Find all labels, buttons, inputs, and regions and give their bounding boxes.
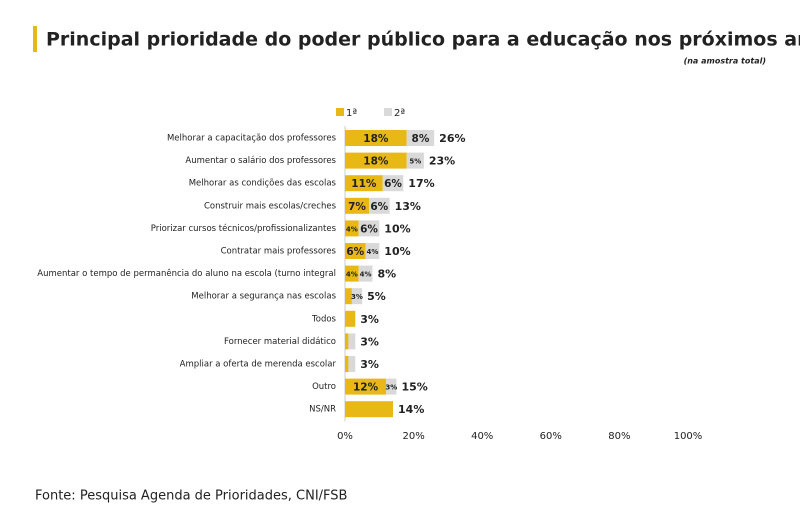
value-label: 7% <box>348 201 366 213</box>
y-tick-label: Aumentar o tempo de permanência do aluno… <box>37 268 336 279</box>
y-tick-label: NS/NR <box>309 405 336 415</box>
bar-segment <box>345 401 394 418</box>
value-label: 6% <box>384 178 402 190</box>
bar-segment <box>345 288 352 305</box>
bar-segment <box>386 378 397 395</box>
y-tick-label: Melhorar a segurança nas escolas <box>191 292 336 302</box>
value-label: 11% <box>351 178 377 190</box>
total-label: 3% <box>360 313 379 326</box>
x-tick-label: 0% <box>337 431 353 442</box>
value-label: 6% <box>360 223 378 235</box>
value-label: 4% <box>346 271 358 279</box>
total-label: 26% <box>439 132 465 145</box>
x-tick-label: 80% <box>608 431 630 442</box>
value-label: 3% <box>351 293 363 301</box>
legend-swatch <box>336 108 344 116</box>
bar-segment <box>369 197 390 214</box>
y-tick-label: Melhorar a capacitação dos professores <box>167 134 337 144</box>
value-label: 5% <box>409 158 421 166</box>
y-tick-label: Aumentar o salário dos professores <box>185 156 336 166</box>
bar-segment <box>345 220 359 237</box>
value-label: 8% <box>412 133 430 145</box>
bar-segment <box>345 378 387 395</box>
value-label: 6% <box>370 201 388 213</box>
chart-subtitle: (na amostra total) <box>684 57 766 66</box>
bar-segment <box>365 243 380 259</box>
y-tick-label: Contratar mais professores <box>221 247 337 257</box>
bar-segment <box>345 175 383 192</box>
y-tick-label: Priorizar cursos técnicos/profissionaliz… <box>151 223 337 234</box>
x-tick-label: 20% <box>402 431 424 442</box>
value-label: 12% <box>353 382 379 394</box>
legend-label: 2ª <box>394 108 405 119</box>
total-label: 8% <box>377 268 396 281</box>
bar-segment <box>348 333 356 350</box>
total-label: 23% <box>429 155 455 168</box>
source: Fonte: Pesquisa Agenda de Prioridades, C… <box>35 489 347 504</box>
value-label: 3% <box>385 384 397 392</box>
bar-segment <box>358 220 380 237</box>
value-label: 18% <box>363 133 389 145</box>
bar-segment <box>345 197 370 214</box>
y-tick-label: Outro <box>312 382 336 392</box>
total-label: 17% <box>408 177 434 190</box>
value-label: 4% <box>346 225 358 233</box>
total-label: 10% <box>384 245 410 258</box>
y-tick-label: Ampliar a oferta de merenda escolar <box>180 360 337 370</box>
bar-segment <box>382 175 404 192</box>
bar-segment <box>345 243 366 259</box>
bar-segment <box>348 356 356 372</box>
total-label: 5% <box>367 290 386 303</box>
legend-swatch <box>384 108 392 116</box>
bar-segment <box>345 152 407 169</box>
total-label: 13% <box>395 200 421 213</box>
bar-segment <box>345 310 356 327</box>
bar-segment <box>345 356 349 372</box>
y-tick-label: Fornecer material didático <box>224 337 336 347</box>
y-tick-label: Todos <box>311 314 337 324</box>
x-tick-label: 100% <box>674 431 703 442</box>
title-accent <box>33 26 37 52</box>
x-tick-label: 60% <box>540 431 562 442</box>
bar-segment <box>406 130 435 146</box>
total-label: 3% <box>360 358 379 371</box>
value-label: 4% <box>360 271 372 279</box>
total-label: 14% <box>398 403 424 416</box>
value-label: 6% <box>346 246 364 258</box>
total-label: 15% <box>401 381 427 394</box>
total-label: 10% <box>384 222 410 235</box>
bar-segment <box>345 265 359 282</box>
value-label: 4% <box>366 248 378 256</box>
total-label: 3% <box>360 335 379 348</box>
y-tick-label: Melhorar as condições das escolas <box>189 179 337 189</box>
bar-segment <box>358 265 373 282</box>
bar-segment <box>406 152 424 169</box>
bar-segment <box>351 288 363 305</box>
y-tick-label: Construir mais escolas/creches <box>204 201 337 211</box>
x-tick-label: 40% <box>471 431 493 442</box>
bar-segment <box>345 333 349 350</box>
chart-title: Principal prioridade do poder público pa… <box>46 29 800 51</box>
legend-label: 1ª <box>346 108 357 119</box>
value-label: 18% <box>363 156 389 168</box>
bar-segment <box>345 130 407 146</box>
